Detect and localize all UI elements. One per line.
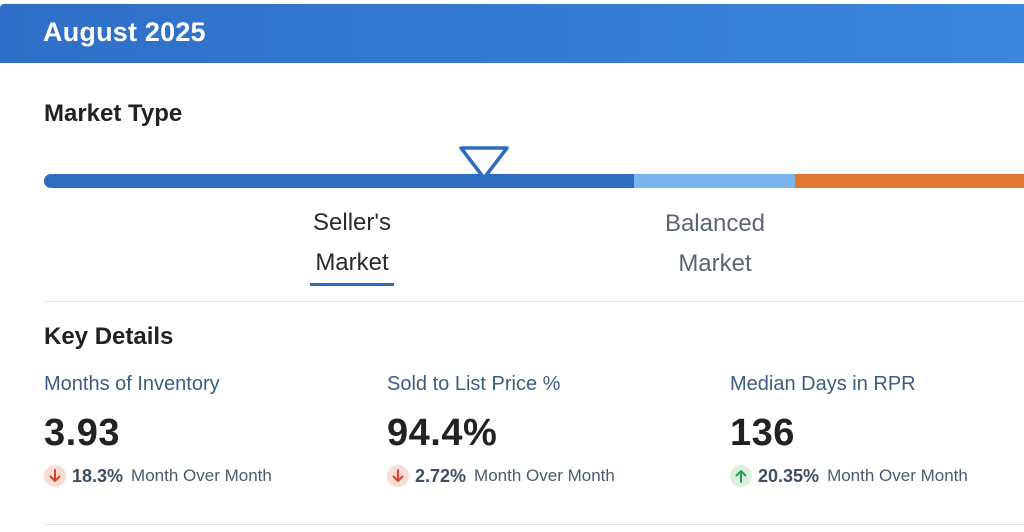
market-type-scale [44,174,1024,188]
key-details-title: Key Details [44,323,174,350]
balanced-label-line2: Market [678,250,752,277]
scale-segment-balanced [634,174,795,188]
report-header: August 2025 [0,4,1024,63]
balanced-label-line1: Balanced [664,210,766,237]
change-label: Month Over Month [131,466,272,485]
detail-value: 3.93 [44,412,120,454]
arrow-down-icon [44,465,66,487]
detail-label: Median Days in RPR [730,373,916,395]
market-type-balanced: Balanced Market [640,204,790,284]
detail-value: 136 [730,412,795,454]
detail-label: Sold to List Price % [387,373,561,395]
arrow-up-icon [730,465,752,487]
month-over-month-change: 20.35% Month Over Month [730,465,968,487]
seller-label-line1: Seller's [313,209,391,236]
detail-sold-to-list-price: Sold to List Price % 94.4% 2.72% Month O… [387,373,615,487]
change-percent: 18.3% [72,465,124,486]
section-divider [44,301,1024,302]
arrow-down-icon [387,465,409,487]
change-percent: 2.72% [415,465,467,486]
market-type-title: Market Type [44,100,183,127]
current-market-underline [310,283,394,286]
scale-segment-seller [44,174,634,188]
bottom-divider [44,524,1024,525]
scale-segment-buyer [795,174,1024,188]
detail-median-days-in-rpr: Median Days in RPR 136 20.35% Month Over… [730,373,968,487]
month-over-month-change: 2.72% Month Over Month [387,465,615,487]
change-percent: 20.35% [758,465,820,486]
report-month-title: August 2025 [43,17,206,47]
change-label: Month Over Month [827,466,968,485]
detail-label: Months of Inventory [44,373,220,395]
month-over-month-change: 18.3% Month Over Month [44,465,272,487]
detail-value: 94.4% [387,412,498,454]
detail-months-of-inventory: Months of Inventory 3.93 18.3% Month Ove… [44,373,272,487]
market-type-seller: Seller's Market [290,203,414,286]
seller-label-line2: Market [315,249,389,276]
change-label: Month Over Month [474,466,615,485]
triangle-down-icon [459,146,509,180]
